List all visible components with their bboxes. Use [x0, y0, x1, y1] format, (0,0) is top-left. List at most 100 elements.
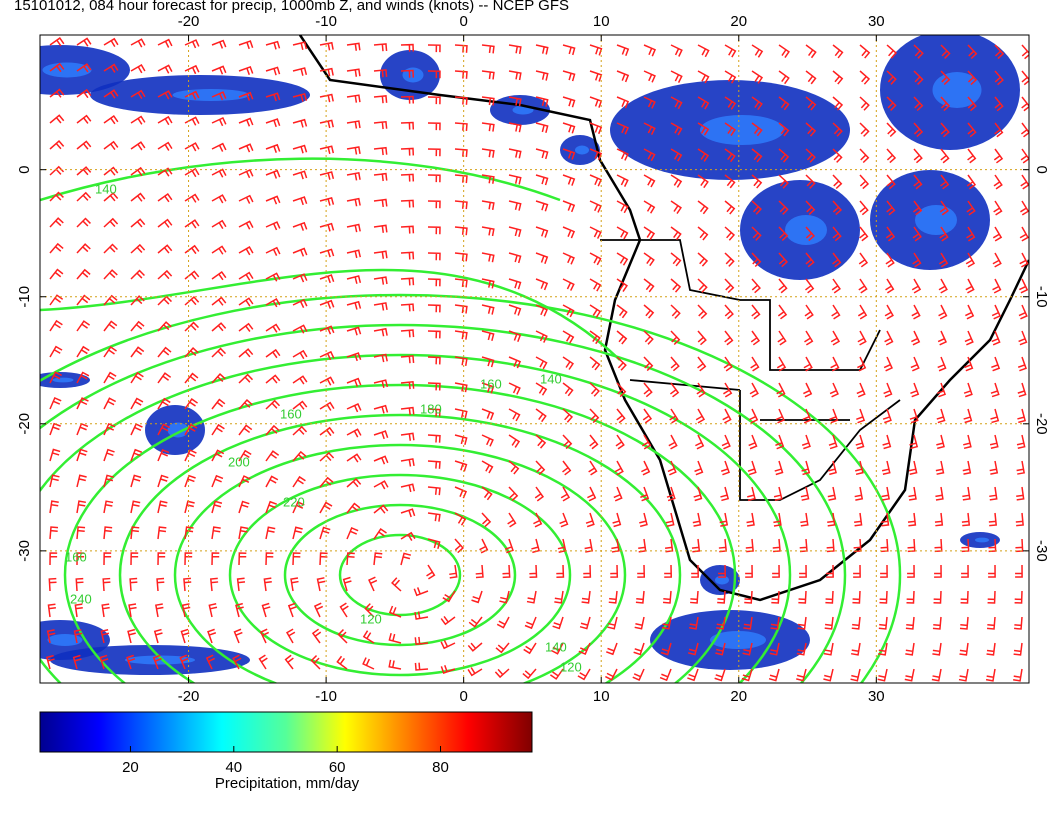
- wind-barb: [880, 538, 889, 553]
- wind-barb: [879, 590, 888, 604]
- wind-barb: [562, 44, 576, 56]
- wind-barb: [562, 70, 576, 82]
- wind-barb: [959, 642, 969, 656]
- wind-barb: [909, 434, 919, 450]
- wind-barb: [908, 460, 918, 475]
- wind-barb: [616, 96, 630, 109]
- wind-barb: [857, 330, 867, 346]
- wind-barb: [49, 140, 65, 150]
- wind-barb: [589, 356, 601, 371]
- wind-barb: [504, 538, 514, 554]
- wind-barb: [693, 486, 703, 502]
- wind-barb: [103, 115, 119, 125]
- wind-barb: [265, 424, 280, 436]
- wind-barb: [74, 603, 83, 618]
- wind-barb: [373, 353, 388, 363]
- wind-barb: [751, 304, 761, 320]
- wind-barb: [832, 44, 844, 59]
- wind-barb: [589, 96, 603, 108]
- wind-barb: [184, 193, 200, 203]
- wind-barb: [670, 252, 682, 267]
- wind-barb: [205, 654, 216, 670]
- wind-barb: [126, 654, 136, 670]
- wind-barb: [799, 538, 808, 553]
- wind-barb: [1020, 200, 1029, 216]
- wind-barb: [805, 252, 815, 268]
- wind-barb: [535, 200, 549, 212]
- wind-barb: [616, 304, 628, 319]
- wind-barb: [535, 226, 549, 238]
- wind-barb: [562, 200, 576, 213]
- wind-barb: [1018, 304, 1028, 320]
- wind-barb: [179, 654, 189, 670]
- wind-barb: [934, 538, 943, 553]
- wind-barb: [400, 355, 415, 364]
- wind-barb: [857, 304, 868, 320]
- wind-barb: [238, 246, 254, 256]
- wind-barb: [664, 564, 673, 578]
- wind-barb: [103, 526, 113, 540]
- wind-barb: [508, 434, 521, 448]
- wind-barb: [400, 552, 412, 566]
- wind-barb: [1020, 122, 1029, 138]
- lat-label-left: 0: [16, 166, 33, 174]
- wind-barb: [859, 44, 871, 59]
- wind-barb: [346, 197, 361, 207]
- wind-barb: [607, 616, 618, 630]
- wind-barb: [129, 577, 138, 592]
- wind-barb: [885, 278, 895, 294]
- wind-barb: [877, 668, 888, 682]
- wind-barb: [481, 434, 494, 447]
- wind-barb: [103, 140, 119, 151]
- wind-barb: [265, 143, 281, 153]
- wind-barb: [238, 40, 254, 50]
- wind-barb: [103, 243, 118, 254]
- wind-barb: [697, 44, 710, 58]
- wind-barb: [829, 382, 839, 398]
- wind-barb: [913, 122, 924, 138]
- wind-barb: [697, 70, 710, 84]
- wind-barb: [75, 577, 84, 592]
- wind-barb: [695, 434, 705, 450]
- wind-barb: [494, 668, 510, 679]
- wind-barb: [670, 122, 683, 136]
- wind-barb: [1017, 382, 1027, 398]
- wind-barb: [665, 512, 675, 527]
- wind-barb: [859, 122, 870, 137]
- wind-barb: [184, 423, 198, 436]
- wind-barb: [265, 399, 281, 410]
- wind-barb: [49, 397, 62, 410]
- wind-barb: [265, 272, 281, 282]
- wind-barb: [966, 226, 976, 242]
- wind-barb: [454, 460, 468, 472]
- wind-barb: [800, 486, 810, 501]
- wind-barb: [76, 37, 92, 47]
- wind-barb: [804, 330, 814, 346]
- wind-barb: [535, 174, 549, 186]
- wind-barb: [49, 191, 64, 202]
- wind-barb: [535, 330, 548, 343]
- wind-barb: [211, 91, 227, 101]
- colorbar-tick-label: 80: [432, 759, 449, 776]
- wind-barb: [373, 120, 388, 130]
- wind-barb: [559, 512, 569, 528]
- wind-barb: [633, 642, 645, 656]
- wind-barb: [989, 460, 999, 475]
- wind-barb: [292, 324, 308, 334]
- wind-barb: [211, 322, 227, 332]
- wind-barb: [400, 483, 415, 493]
- wind-barb: [427, 96, 441, 105]
- wind-barb: [643, 148, 656, 162]
- wind-barb: [832, 148, 843, 163]
- wind-barb: [49, 422, 61, 436]
- wind-barb: [670, 304, 681, 319]
- wind-barb: [534, 486, 545, 502]
- wind-barb: [183, 577, 192, 592]
- contour-label: 180: [420, 401, 442, 416]
- wind-barb: [801, 434, 811, 450]
- wind-barb: [724, 70, 737, 84]
- wind-barb: [724, 252, 735, 267]
- wind-barb: [211, 116, 227, 127]
- wind-barb: [346, 478, 362, 488]
- wind-barb: [773, 486, 783, 501]
